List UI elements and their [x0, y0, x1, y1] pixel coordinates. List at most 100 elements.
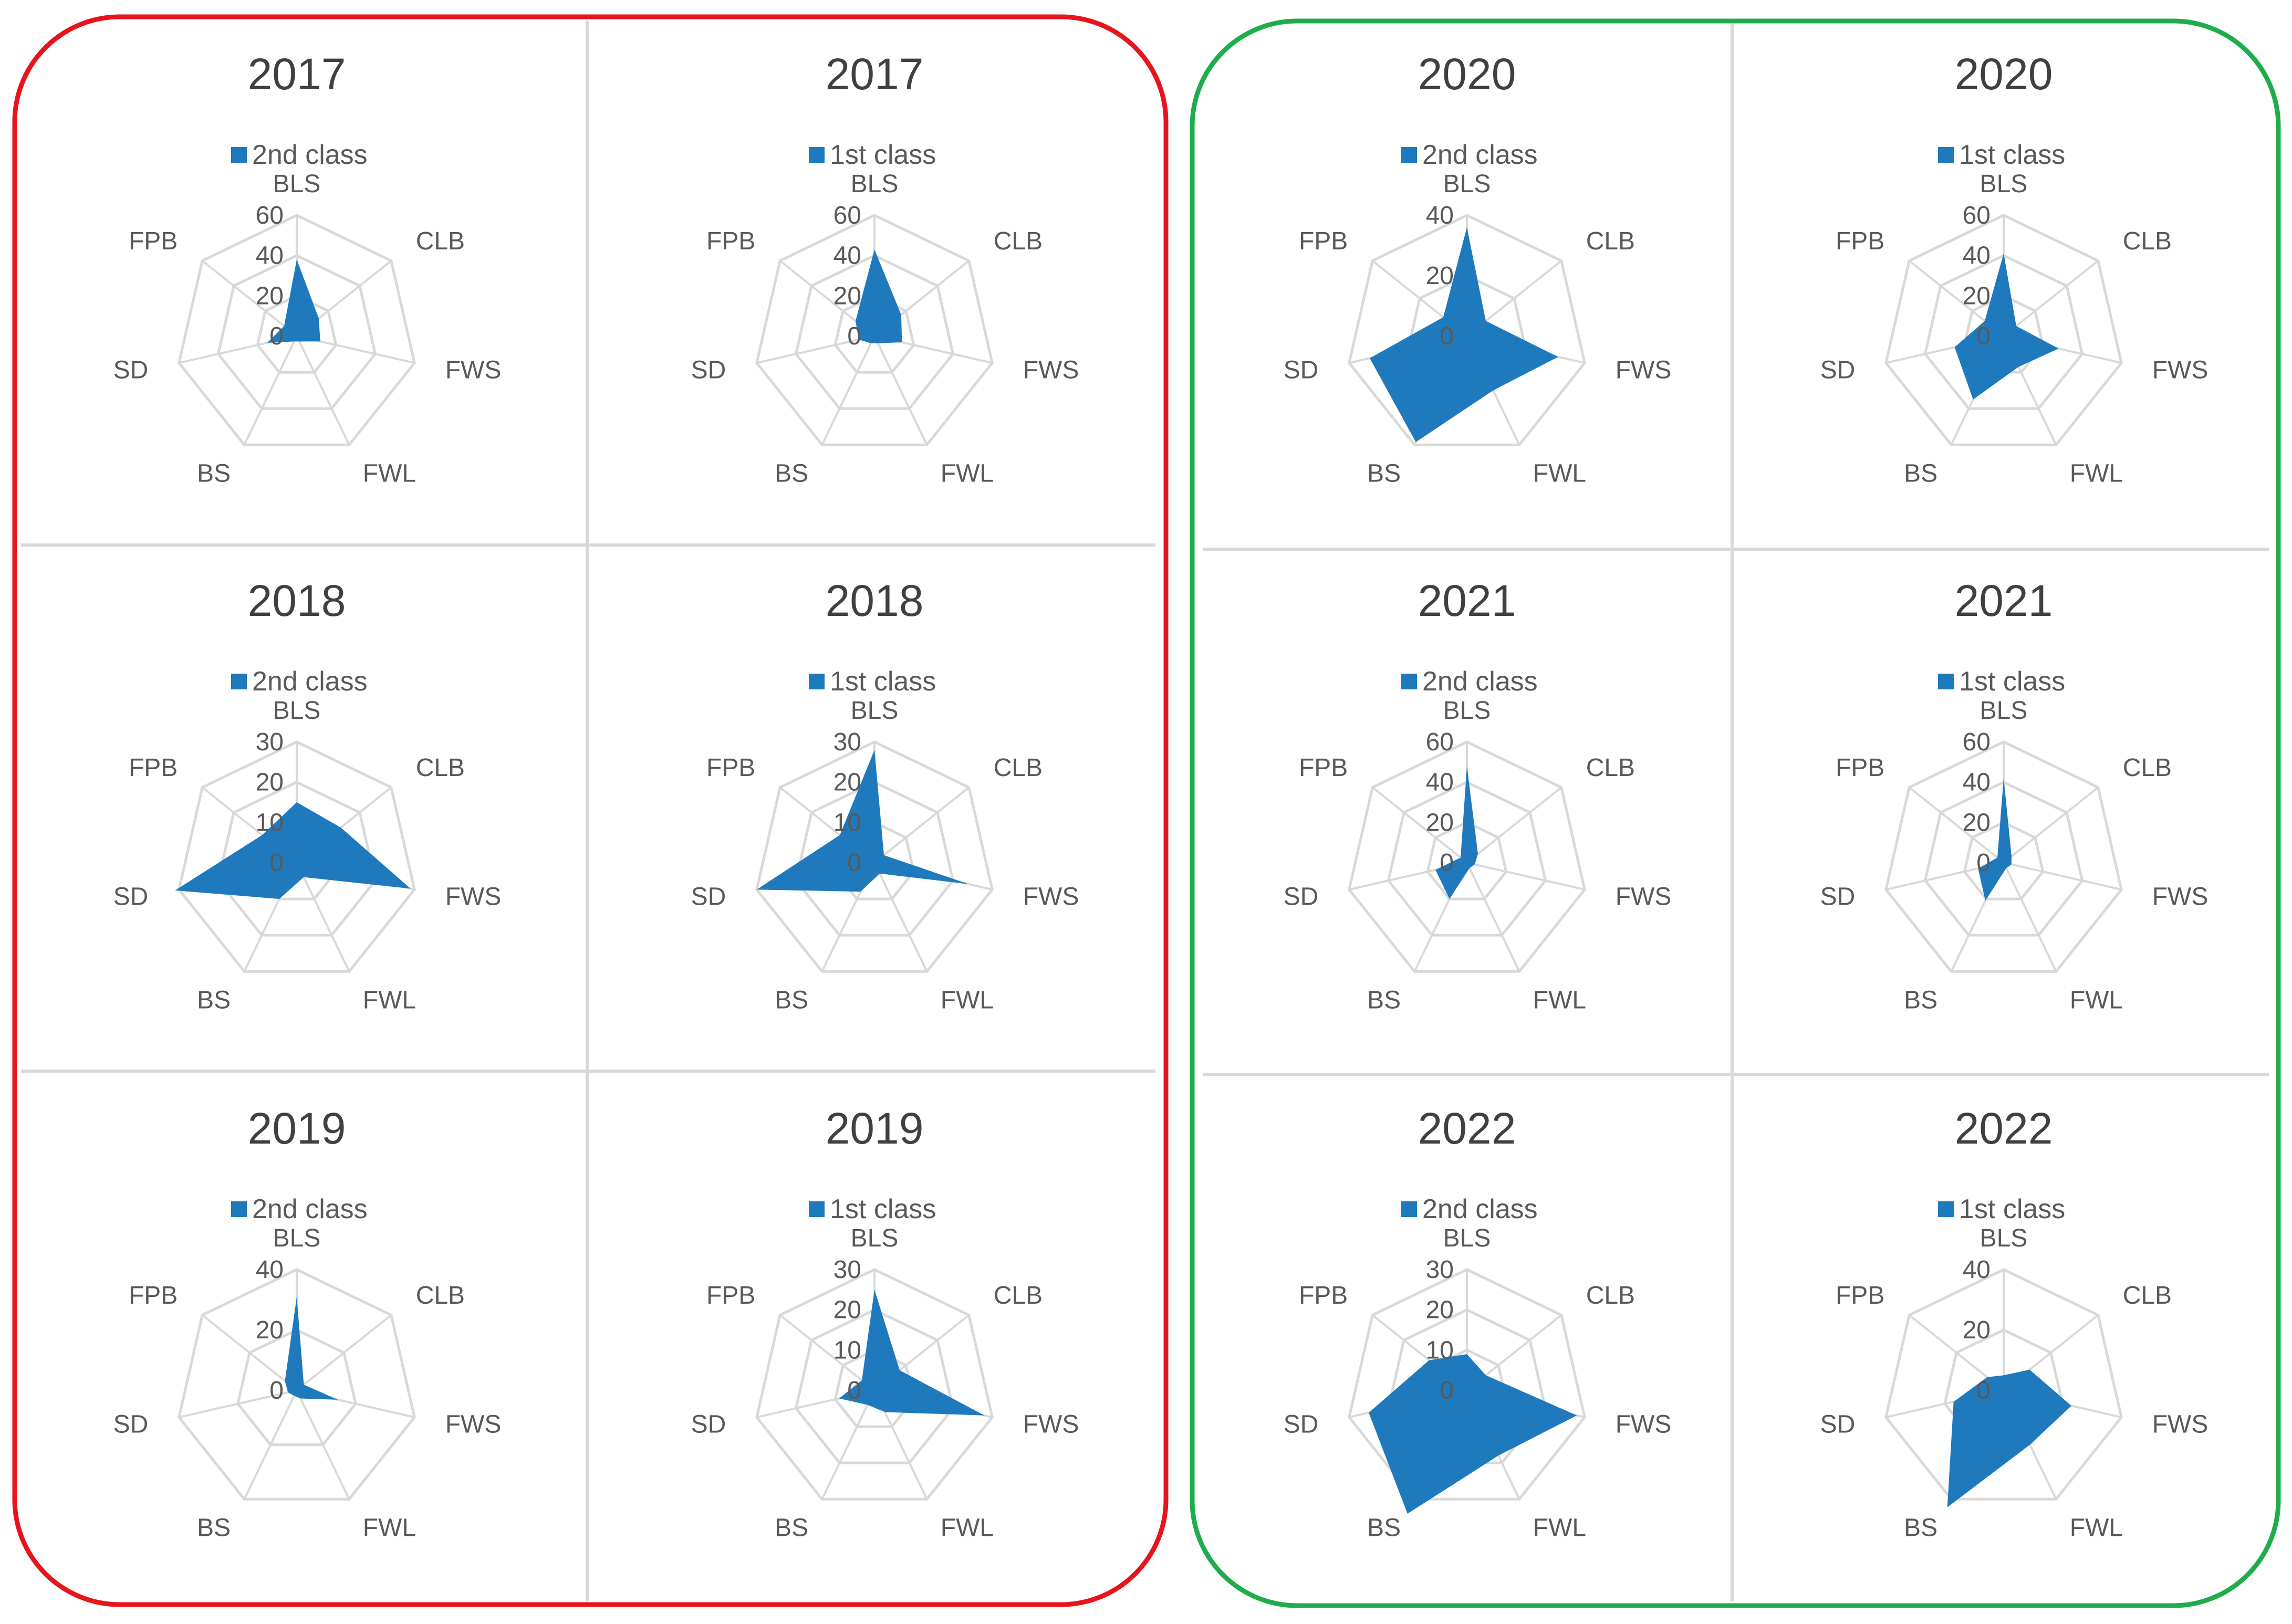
grid-spoke — [873, 336, 928, 446]
axis-label-fpb: FPB — [1299, 754, 1348, 782]
axis-label-bs: BS — [1904, 1514, 1937, 1542]
axis-label-fws: FWS — [1616, 1411, 1672, 1439]
tick-label: 10 — [834, 809, 861, 836]
chart-title: 2018 — [248, 576, 346, 625]
tick-label: 20 — [1426, 809, 1454, 836]
tick-label: 10 — [1426, 1336, 1454, 1364]
axis-label-fws: FWS — [1616, 357, 1672, 384]
series-area — [756, 750, 969, 892]
grid-spoke — [1908, 787, 2005, 864]
tick-label: 20 — [1426, 1296, 1454, 1324]
axis-label-clb: CLB — [994, 1282, 1043, 1309]
axis-label-clb: CLB — [2123, 1282, 2172, 1309]
grid-spoke — [1466, 787, 1562, 864]
legend-label: 2nd class — [252, 140, 368, 170]
grid-ring — [1923, 254, 2084, 410]
axis-label-bls: BLS — [1980, 697, 2028, 725]
series-area — [285, 1296, 338, 1400]
grid-ring — [1426, 821, 1508, 900]
legend-swatch — [1401, 1201, 1417, 1217]
grid-ring — [1884, 214, 2123, 446]
grid-ring — [216, 254, 377, 410]
axis-label-bls: BLS — [1443, 697, 1491, 725]
tick-label: 20 — [256, 1316, 284, 1344]
grid-ring — [794, 1308, 955, 1464]
tick-label: 20 — [834, 769, 861, 797]
tick-label: 0 — [847, 1377, 861, 1405]
tick-label: 40 — [1963, 242, 1991, 270]
radar-chart-2020-b: 2020 1st class 0 20 40 60 BLS CLB FWS FWL BS SD FPB — [1820, 49, 2208, 487]
tick-label: 40 — [1963, 769, 1991, 797]
tick-label: 0 — [269, 1377, 284, 1405]
grid-spoke — [296, 1390, 350, 1500]
axis-label-clb: CLB — [1586, 227, 1635, 255]
axis-label-bs: BS — [775, 459, 808, 487]
axis-label-bls: BLS — [1443, 170, 1491, 198]
axis-label-fwl: FWL — [1533, 1514, 1586, 1542]
legend-swatch — [1938, 147, 1954, 163]
axis-label-fwl: FWL — [2070, 986, 2123, 1014]
grid-spoke — [296, 862, 350, 972]
axis-label-fpb: FPB — [129, 227, 178, 255]
axis-label-fwl: FWL — [941, 986, 994, 1014]
radar-chart-2019-b: 2019 1st class 0 10 20 30 BLS CLB FWS FWL BS SD FPB — [691, 1104, 1079, 1542]
axis-label-fws: FWS — [445, 1411, 502, 1439]
tick-label: 60 — [256, 202, 284, 229]
axis-label-fpb: FPB — [129, 754, 178, 782]
group-right — [1190, 18, 2281, 1608]
axis-label-bls: BLS — [851, 697, 899, 725]
tick-label: 20 — [1963, 809, 1991, 836]
tick-label: 30 — [834, 728, 861, 756]
legend-label: 2nd class — [252, 1194, 368, 1224]
grid-ring — [1884, 1268, 2123, 1501]
legend-swatch — [809, 147, 825, 163]
axis-label-clb: CLB — [1586, 754, 1635, 782]
chart-title: 2022 — [1418, 1104, 1516, 1153]
series-area — [267, 259, 320, 343]
grid-ring — [1963, 821, 2045, 900]
grid-spoke — [2003, 260, 2099, 337]
grid-spoke — [179, 1389, 297, 1419]
grid-ring — [178, 1268, 416, 1501]
axis-label-fwl: FWL — [1533, 986, 1586, 1014]
axis-label-fpb: FPB — [129, 1282, 178, 1309]
axis-label-sd: SD — [1284, 357, 1319, 384]
tick-label: 40 — [256, 242, 284, 270]
axis-label-fwl: FWL — [941, 459, 994, 487]
axis-label-bls: BLS — [1443, 1224, 1491, 1252]
tick-label: 40 — [256, 1256, 284, 1284]
axis-label-bs: BS — [197, 1514, 231, 1542]
legend-label: 1st class — [1959, 666, 2065, 697]
axis-label-fwl: FWL — [1533, 459, 1586, 487]
axis-label-fwl: FWL — [2070, 1514, 2123, 1542]
axis-label-sd: SD — [691, 1411, 726, 1439]
tick-label: 60 — [1963, 202, 1991, 229]
axis-label-sd: SD — [113, 883, 149, 911]
axis-label-fpb: FPB — [706, 227, 755, 255]
axis-label-fpb: FPB — [1836, 1282, 1884, 1309]
tick-label: 0 — [1440, 1377, 1454, 1405]
legend-label: 1st class — [1959, 140, 2065, 170]
tick-label: 0 — [1976, 322, 1991, 350]
axis-label-bls: BLS — [273, 170, 321, 198]
axis-label-fpb: FPB — [1299, 227, 1348, 255]
grid-ring — [1348, 740, 1586, 973]
axis-label-bs: BS — [1367, 986, 1401, 1014]
grid-spoke — [873, 862, 928, 972]
axis-label-sd: SD — [1820, 357, 1856, 384]
tick-label: 20 — [1426, 262, 1454, 290]
legend-swatch — [1401, 674, 1417, 689]
tick-label: 0 — [1440, 849, 1454, 877]
series-area — [856, 249, 902, 343]
axis-label-clb: CLB — [994, 227, 1043, 255]
chart-title: 2021 — [1418, 576, 1516, 625]
group-right-border — [1190, 18, 2281, 1608]
legend-swatch — [1401, 147, 1417, 163]
grid-spoke — [201, 260, 298, 337]
axis-label-bs: BS — [1904, 459, 1937, 487]
tick-label: 0 — [847, 849, 861, 877]
chart-title: 2022 — [1955, 1104, 2053, 1153]
tick-label: 30 — [1426, 1256, 1454, 1284]
axis-label-clb: CLB — [416, 1282, 465, 1309]
